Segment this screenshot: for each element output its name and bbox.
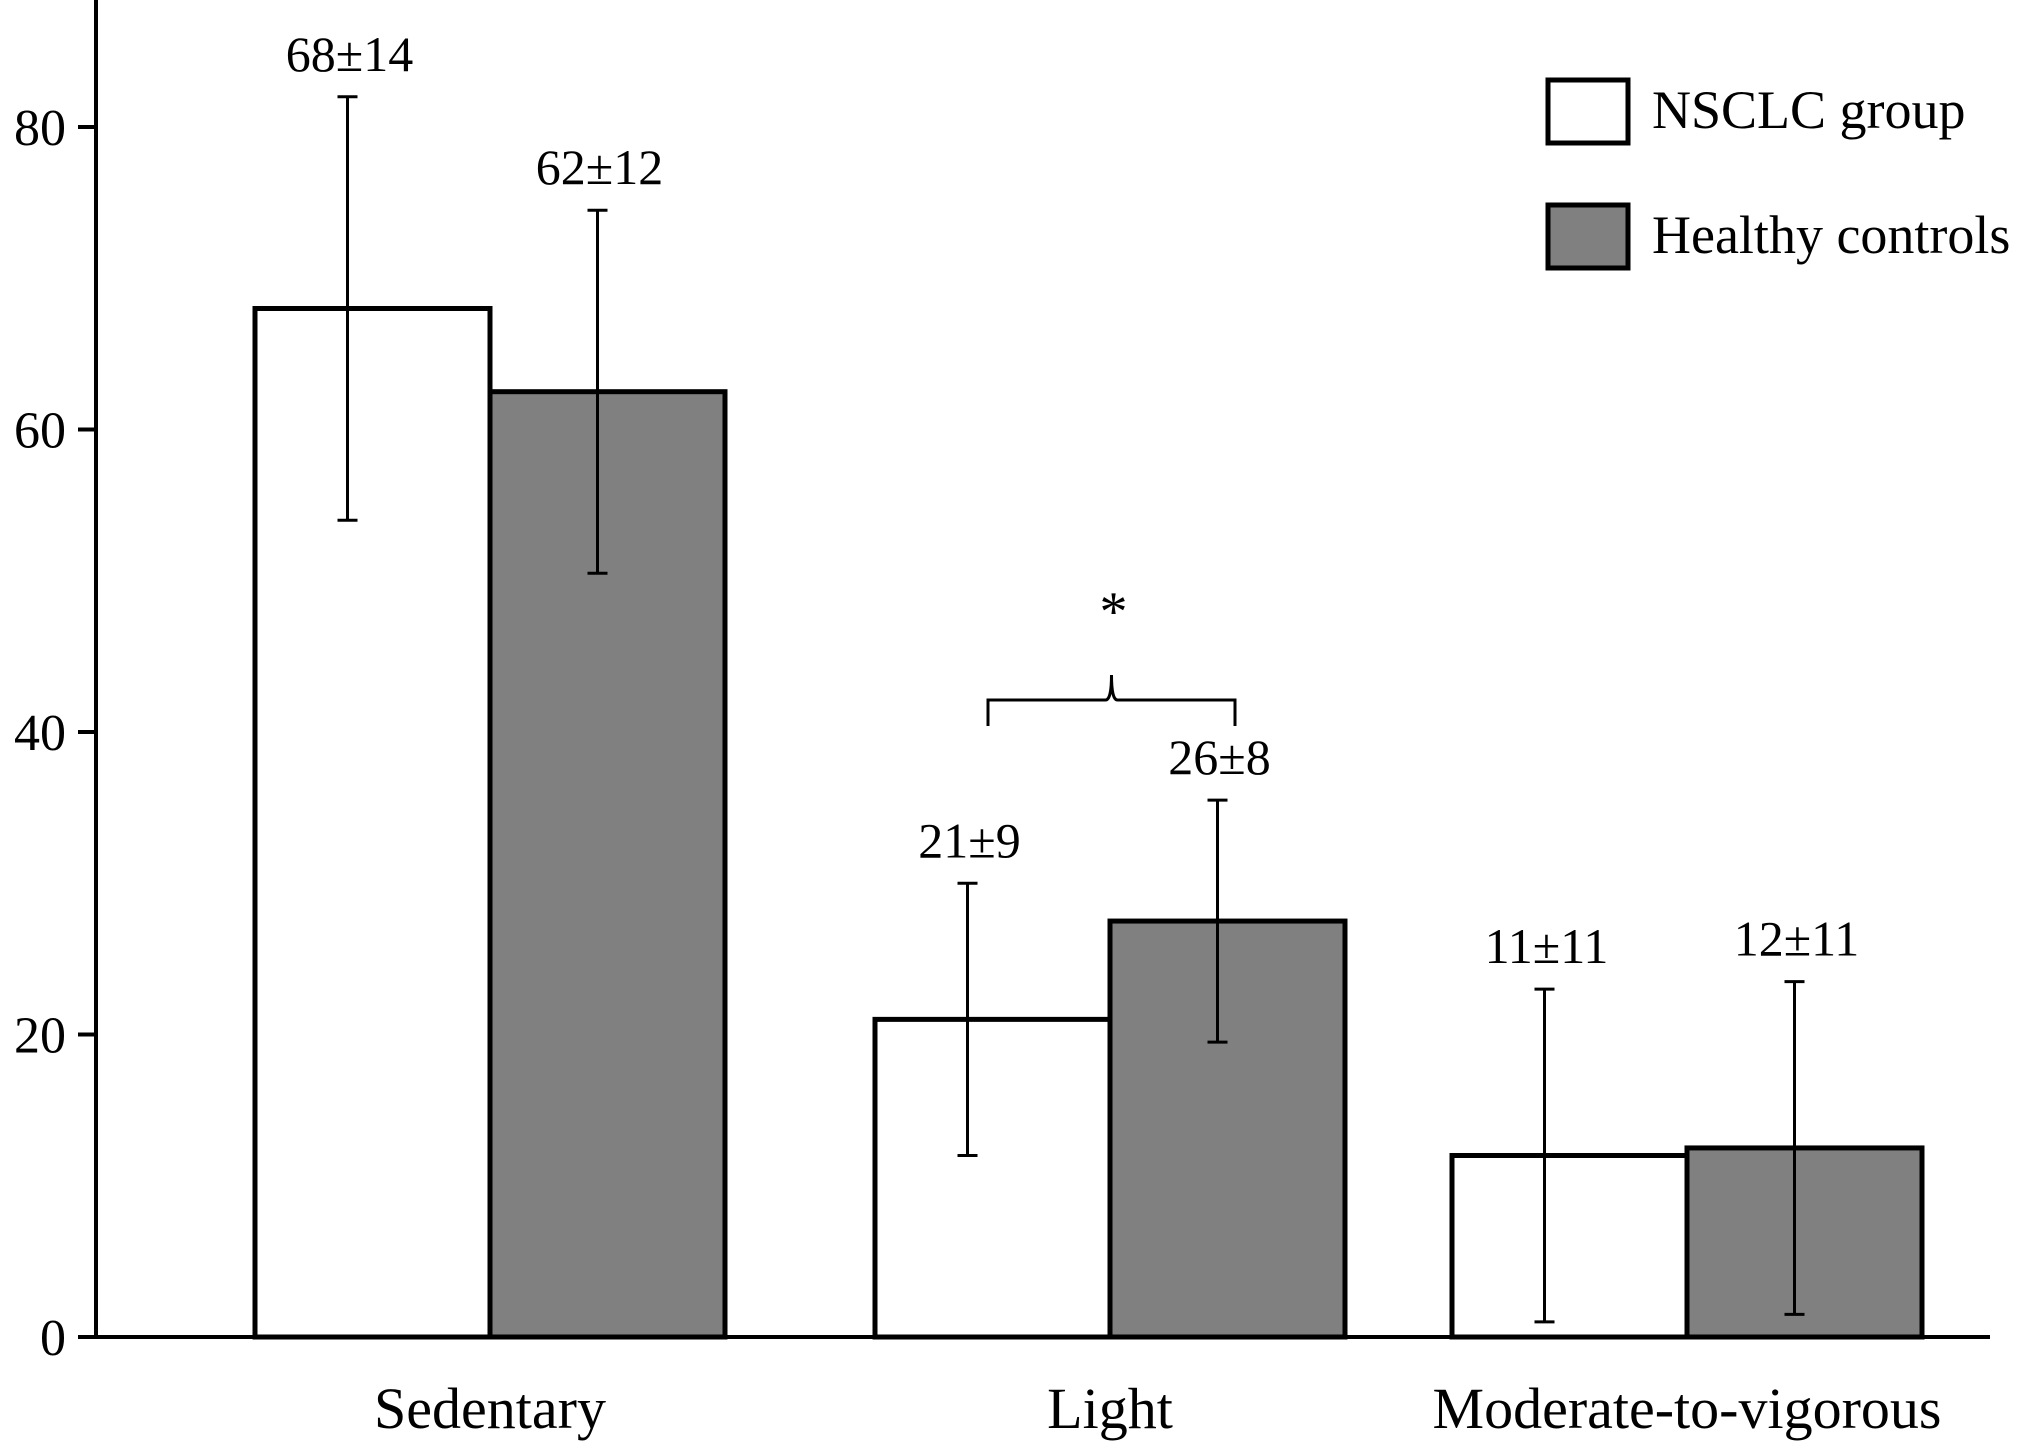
bar-1-2 — [1684, 1145, 1925, 1340]
bar-0-0 — [252, 306, 493, 1340]
bars-layer — [252, 306, 1925, 1340]
value-labels-layer: 68±14 62±12 21±9 26±8 11±11 12±11 — [286, 26, 1860, 974]
legend-swatch-1 — [1545, 202, 1631, 271]
data-label-1-1: 26±8 — [1168, 729, 1270, 785]
significance-marker: * — [1100, 581, 1128, 643]
error-bars-layer — [337, 95, 1805, 1324]
x-tick-label-1: Light — [1047, 1376, 1173, 1441]
legend-swatch-0 — [1545, 77, 1631, 146]
bar-1-0 — [487, 389, 728, 1340]
y-tick-label-0: 0 — [40, 1310, 66, 1367]
data-label-0-1: 21±9 — [918, 812, 1020, 868]
y-tick-label-4: 80 — [14, 100, 66, 157]
y-tick-label-1: 20 — [14, 1008, 66, 1065]
data-label-0-2: 11±11 — [1485, 918, 1609, 974]
x-tick-label-2: Moderate-to-vigorous — [1433, 1376, 1942, 1441]
y-tick-label-3: 60 — [14, 403, 66, 460]
data-label-0-0: 68±14 — [286, 26, 413, 82]
annotation-layer: * — [986, 581, 1237, 726]
legend: NSCLC group Healthy controls — [1545, 77, 2010, 271]
data-label-1-0: 62±12 — [536, 139, 663, 195]
bar-0-2 — [1449, 1153, 1690, 1340]
bar-0-1 — [872, 1016, 1113, 1340]
legend-label-1: Healthy controls — [1652, 205, 2010, 265]
data-label-1-2: 12±11 — [1734, 911, 1860, 967]
bar-1-1 — [1107, 918, 1348, 1340]
significance-bracket — [986, 674, 1237, 726]
legend-label-0: NSCLC group — [1652, 80, 1966, 140]
x-tick-label-0: Sedentary — [374, 1376, 606, 1441]
axes-layer: Sedentary Light Moderate-to-vigorous 0 20 40 6… — [14, 0, 1990, 1441]
y-tick-label-2: 40 — [14, 705, 66, 762]
